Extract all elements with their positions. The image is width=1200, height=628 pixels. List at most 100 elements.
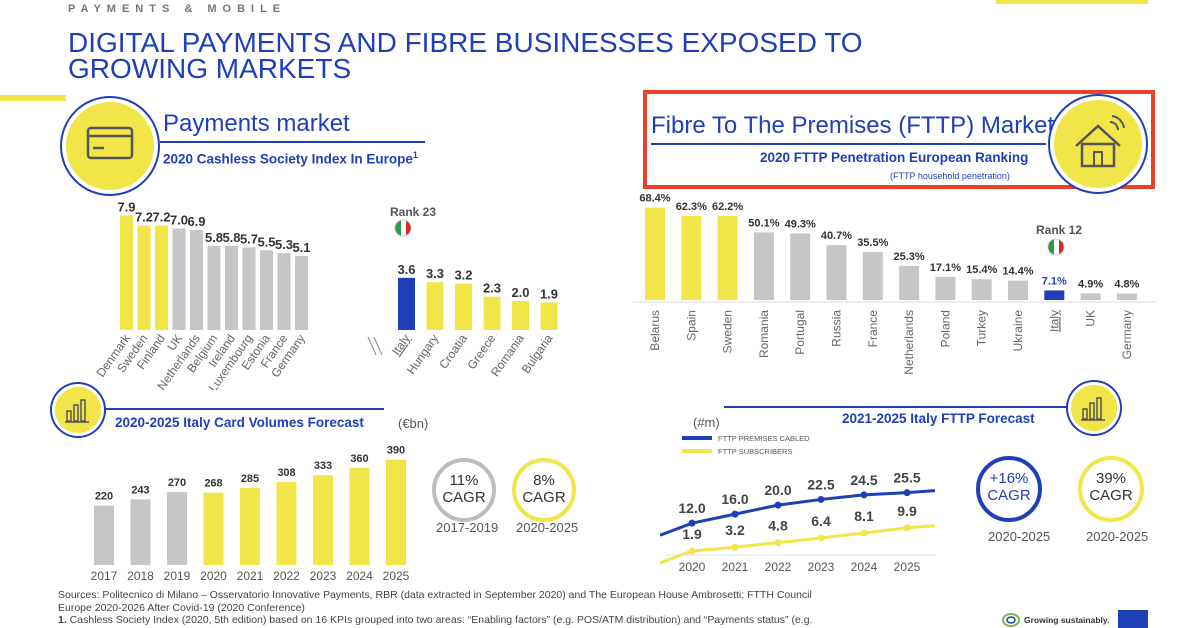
bar bbox=[386, 459, 406, 565]
series-point bbox=[688, 547, 696, 555]
bar bbox=[862, 252, 883, 300]
year-label: 2022 bbox=[765, 560, 792, 574]
bar bbox=[717, 216, 738, 300]
value-label: 50.1% bbox=[748, 217, 779, 229]
bar bbox=[276, 481, 297, 565]
bar bbox=[130, 499, 151, 565]
card-icon-badge bbox=[62, 98, 158, 194]
bar bbox=[398, 277, 415, 330]
cagr-label: CAGR bbox=[522, 489, 566, 506]
cagr-value: +16% bbox=[989, 470, 1029, 487]
accent-bar bbox=[0, 95, 66, 101]
value-label: 3.3 bbox=[426, 266, 444, 281]
category-label: Portugal bbox=[793, 310, 807, 355]
value-label: 49.3% bbox=[785, 218, 816, 230]
bar bbox=[790, 233, 811, 300]
category-label: France bbox=[866, 310, 880, 348]
year-label: 2017 bbox=[91, 569, 118, 583]
value-label: 14.4% bbox=[1002, 266, 1033, 278]
bar bbox=[277, 253, 291, 330]
bar bbox=[1116, 293, 1137, 300]
house-icon-badge bbox=[1050, 96, 1146, 192]
cagr-period: 2020-2025 bbox=[1086, 529, 1149, 544]
value-label: 285 bbox=[241, 473, 259, 485]
chart-icon-badge bbox=[1068, 382, 1120, 434]
value-label: 390 bbox=[387, 445, 405, 457]
category-label: Italy bbox=[1047, 310, 1061, 332]
series-point bbox=[688, 519, 696, 527]
italy-flag-icon bbox=[1047, 238, 1065, 256]
value-label: 40.7% bbox=[821, 230, 852, 242]
cagr-label: CAGR bbox=[442, 489, 486, 506]
bar bbox=[203, 492, 224, 565]
bar bbox=[240, 488, 260, 565]
value-label: 3.6 bbox=[397, 262, 415, 277]
value-label: 6.9 bbox=[187, 214, 205, 229]
year-label: 2019 bbox=[164, 569, 191, 583]
brand-swirl-icon bbox=[1002, 612, 1020, 627]
value-label: 7.1% bbox=[1042, 275, 1067, 287]
year-label: 2022 bbox=[273, 569, 300, 583]
home-wifi-icon bbox=[1075, 115, 1125, 168]
sources-line: Sources: Politecnico di Milano – Osserva… bbox=[58, 589, 812, 601]
year-label: 2023 bbox=[310, 569, 337, 583]
year-label: 2025 bbox=[894, 560, 921, 574]
data-label: 25.5 bbox=[893, 470, 920, 486]
bar bbox=[826, 245, 847, 300]
value-label: 62.3% bbox=[676, 201, 707, 213]
series-point bbox=[731, 510, 739, 518]
bar bbox=[137, 225, 151, 330]
bar bbox=[349, 467, 370, 565]
brand-logo: Growing sustainably. bbox=[1002, 611, 1110, 628]
value-label: 5.1 bbox=[292, 240, 310, 255]
eu-flag-icon bbox=[1118, 610, 1148, 628]
bar bbox=[753, 232, 774, 300]
series-point bbox=[903, 489, 911, 497]
accent-bar-top bbox=[996, 0, 1148, 4]
value-label: 220 bbox=[95, 491, 113, 503]
payments-rank-label: Rank 23 bbox=[390, 205, 436, 219]
bar bbox=[426, 282, 444, 330]
cagr-value: 11% bbox=[449, 472, 479, 489]
fttp-penetration-chart: 68.4% Belarus 62.3% Spain 62.2% Sweden 50.1% Ro… bbox=[632, 193, 1157, 375]
fibre-subtitle: 2020 FTTP Penetration European Ranking bbox=[760, 150, 1029, 165]
value-label: 243 bbox=[131, 484, 149, 496]
bar bbox=[455, 283, 472, 330]
highlight-box bbox=[643, 90, 1155, 189]
cagr-ring-premises: +16% CAGR bbox=[976, 456, 1042, 522]
bar bbox=[512, 301, 529, 330]
category-label: Russia bbox=[830, 310, 844, 347]
bar bbox=[295, 256, 308, 330]
year-label: 2021 bbox=[722, 560, 749, 574]
legend-label: FTTP SUBSCRIBERS bbox=[718, 447, 792, 456]
bar bbox=[207, 245, 221, 330]
category-label: Ukraine bbox=[1011, 310, 1025, 352]
fttp-forecast-chart: FTTP PREMISES CABLED FTTP SUBSCRIBERS 12.0… bbox=[660, 434, 936, 574]
year-label: 2025 bbox=[383, 569, 410, 583]
payments-divider bbox=[160, 141, 425, 143]
bar bbox=[483, 296, 501, 330]
bar bbox=[167, 492, 187, 565]
data-label: 20.0 bbox=[764, 482, 791, 498]
value-label: 5.8 bbox=[205, 230, 223, 245]
fibre-divider bbox=[651, 143, 1046, 145]
value-label: 7.2 bbox=[135, 210, 153, 225]
fttp-forecast-title: 2021-2025 Italy FTTP Forecast bbox=[842, 411, 1035, 426]
chart-icon-badge bbox=[52, 384, 104, 436]
value-label: 5.5 bbox=[257, 234, 275, 249]
card-volumes-chart: 220 2017 243 2018 270 2019 268 2020 285 2021 308 20… bbox=[91, 445, 410, 583]
value-label: 308 bbox=[277, 467, 295, 479]
bar bbox=[1008, 280, 1028, 300]
value-label: 68.4% bbox=[639, 193, 670, 205]
sources-note: Sources: Politecnico di Milano – Osserva… bbox=[58, 589, 938, 627]
series-point bbox=[903, 524, 911, 532]
bar bbox=[155, 225, 168, 330]
value-label: 4.8% bbox=[1114, 279, 1139, 291]
year-label: 2024 bbox=[346, 569, 373, 583]
data-label: 24.5 bbox=[850, 472, 877, 488]
year-label: 2020 bbox=[200, 569, 227, 583]
series-line bbox=[660, 524, 936, 565]
cagr-period: 2017-2019 bbox=[436, 520, 499, 535]
value-label: 333 bbox=[314, 460, 332, 472]
bar bbox=[94, 505, 114, 565]
